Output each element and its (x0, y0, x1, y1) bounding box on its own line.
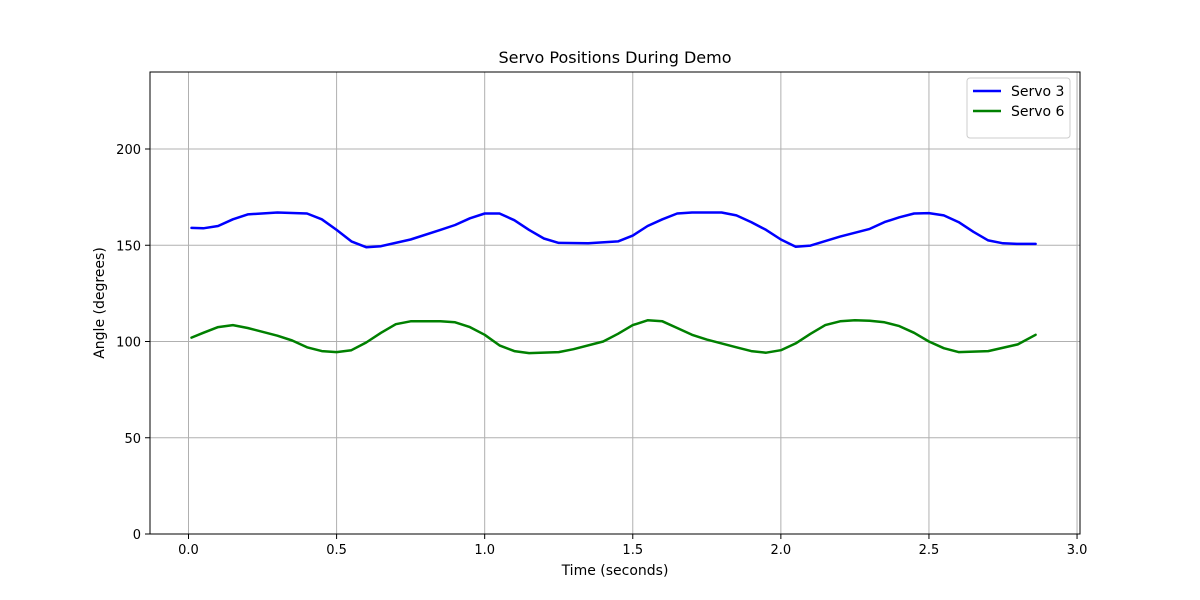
series-line-servo-6 (190, 319, 1037, 355)
chart-title: Servo Positions During Demo (498, 48, 731, 67)
grid-lines (150, 72, 1080, 535)
y-tick-label: 50 (124, 432, 141, 447)
legend-box (966, 77, 1071, 139)
axis-ticks: 0.0 0.5 1.0 1.5 2.0 2.5 3.0 0 50 100 150 200 (116, 143, 1087, 558)
x-tick-label: 2.0 (771, 543, 792, 558)
legend-label: Servo 6 (1011, 104, 1065, 120)
legend-label: Servo 3 (1011, 84, 1064, 100)
x-tick-label: 0.0 (178, 543, 199, 558)
y-tick-label: 150 (116, 239, 141, 254)
y-tick-label: 200 (116, 143, 141, 158)
x-tick-label: 1.0 (474, 543, 495, 558)
x-axis-label: Time (seconds) (561, 563, 669, 579)
legend: Servo 3 Servo 6 (966, 77, 1071, 139)
x-tick-label: 2.5 (919, 543, 940, 558)
series-line-servo-3 (190, 211, 1037, 249)
x-tick-label: 0.5 (326, 543, 347, 558)
axes-frame (149, 71, 1081, 535)
y-tick-label: 0 (133, 528, 141, 543)
series-lines (190, 211, 1037, 355)
x-tick-label: 3.0 (1067, 543, 1088, 558)
y-tick-label: 100 (116, 336, 141, 351)
x-tick-label: 1.5 (622, 543, 643, 558)
y-axis-label: Angle (degrees) (92, 247, 108, 359)
